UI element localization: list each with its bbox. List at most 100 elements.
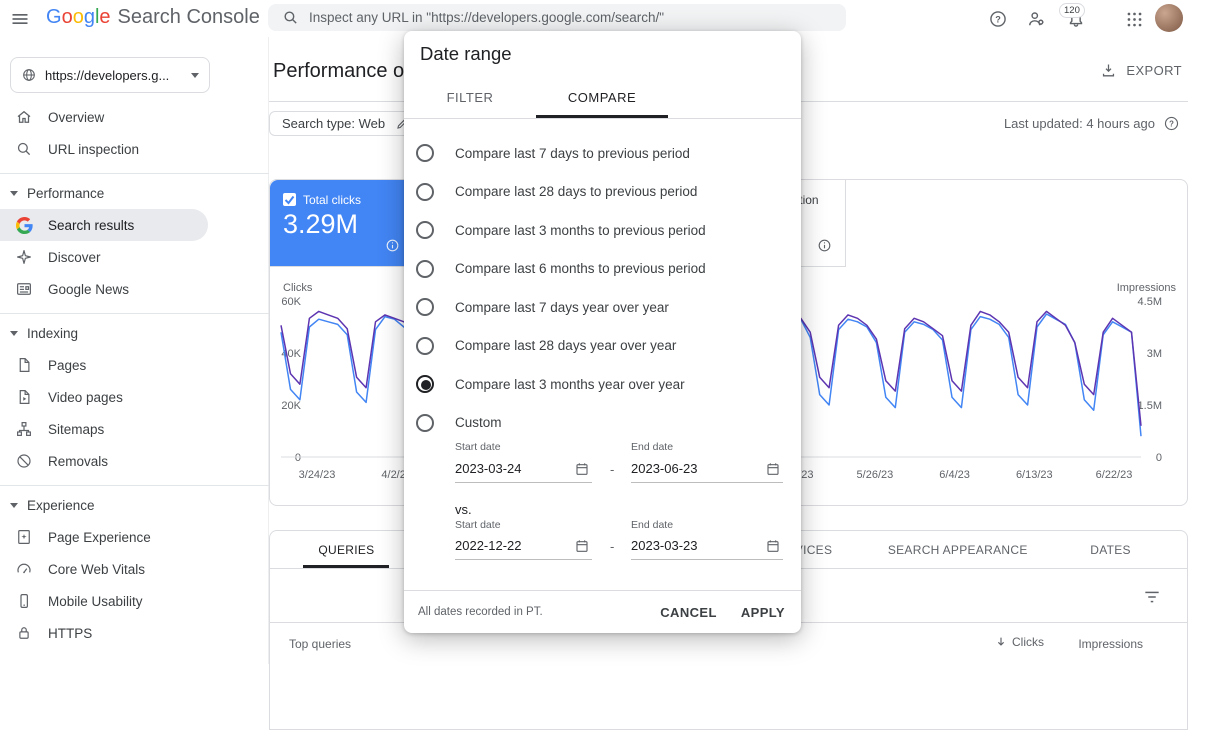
metric-card-total-clicks[interactable]: Total clicks 3.29M bbox=[270, 180, 414, 267]
export-button[interactable]: EXPORT bbox=[1100, 62, 1182, 79]
radio-icon[interactable] bbox=[416, 298, 434, 317]
chevron-down-icon bbox=[191, 72, 199, 78]
end-date-input[interactable]: 2023-06-23 bbox=[631, 457, 783, 483]
compare-option-5[interactable]: Compare last 28 days year over year bbox=[404, 327, 801, 366]
search-type-chip[interactable]: Search type: Web bbox=[269, 111, 424, 136]
divider bbox=[0, 173, 269, 174]
sidebar-item-label: Removals bbox=[48, 453, 109, 469]
range-separator: - bbox=[610, 539, 615, 554]
start-date-label: Start date bbox=[455, 441, 501, 453]
dialog-tab-compare[interactable]: COMPARE bbox=[536, 79, 668, 118]
calendar-icon[interactable] bbox=[574, 538, 590, 554]
calendar-icon[interactable] bbox=[574, 461, 590, 477]
column-header-impressions[interactable]: Impressions bbox=[1078, 637, 1143, 651]
user-settings-button[interactable] bbox=[1025, 8, 1047, 30]
section-experience[interactable]: Experience bbox=[0, 489, 269, 521]
sidebar-item-video-pages[interactable]: Video pages bbox=[0, 381, 269, 413]
checkbox-checked-icon[interactable] bbox=[283, 193, 296, 206]
globe-icon bbox=[23, 69, 35, 81]
right-tick: 3M bbox=[1147, 348, 1162, 360]
sitemap-icon bbox=[14, 419, 34, 439]
sidebar-item-discover[interactable]: Discover bbox=[0, 241, 269, 273]
google-g-icon bbox=[14, 215, 34, 235]
radio-selected-icon[interactable] bbox=[416, 375, 434, 394]
help-button[interactable]: ? bbox=[987, 8, 1009, 30]
filter-list-icon[interactable] bbox=[1142, 587, 1162, 607]
compare-end-date-input[interactable]: 2023-03-23 bbox=[631, 534, 783, 560]
radio-icon[interactable] bbox=[416, 144, 434, 163]
section-indexing[interactable]: Indexing bbox=[0, 317, 269, 349]
compare-option-2[interactable]: Compare last 3 months to previous period bbox=[404, 211, 801, 250]
start-date-input[interactable]: 2023-03-24 bbox=[455, 457, 592, 483]
sidebar-item-mobile-usability[interactable]: Mobile Usability bbox=[0, 585, 269, 617]
svg-text:?: ? bbox=[1169, 119, 1174, 128]
option-label: Custom bbox=[455, 415, 502, 431]
home-icon bbox=[14, 107, 34, 127]
sidebar-item-core-web-vitals[interactable]: Core Web Vitals bbox=[0, 553, 269, 585]
sidebar-item-sitemaps[interactable]: Sitemaps bbox=[0, 413, 269, 445]
sidebar-item-url-inspection[interactable]: URL inspection bbox=[0, 133, 269, 165]
tab-queries[interactable]: QUERIES bbox=[270, 531, 423, 568]
sidebar-item-https[interactable]: HTTPS bbox=[0, 617, 269, 649]
right-tick: 1.5M bbox=[1138, 400, 1162, 412]
sidebar-item-label: Mobile Usability bbox=[48, 593, 143, 609]
dialog-footer: All dates recorded in PT. CANCEL APPLY bbox=[404, 590, 801, 633]
left-tick: 40K bbox=[281, 348, 301, 360]
option-label: Compare last 3 months year over year bbox=[455, 376, 685, 392]
notification-badge: 120 bbox=[1059, 3, 1085, 18]
radio-icon[interactable] bbox=[416, 413, 434, 432]
dialog-tab-filter[interactable]: FILTER bbox=[446, 89, 494, 105]
topbar: Google Search Console ? 120 bbox=[0, 0, 1206, 37]
menu-button[interactable] bbox=[8, 7, 32, 31]
property-value: https://developers.g... bbox=[45, 67, 170, 83]
compare-option-6[interactable]: Compare last 3 months year over year bbox=[404, 365, 801, 404]
radio-icon[interactable] bbox=[416, 182, 434, 201]
column-header-clicks[interactable]: Clicks bbox=[994, 635, 1044, 649]
compare-option-1[interactable]: Compare last 28 days to previous period bbox=[404, 173, 801, 212]
right-axis-title: Impressions bbox=[1117, 282, 1177, 294]
compare-option-4[interactable]: Compare last 7 days year over year bbox=[404, 288, 801, 327]
user-settings-icon bbox=[1029, 12, 1044, 26]
apps-grid-button[interactable] bbox=[1123, 8, 1145, 30]
svg-text:?: ? bbox=[995, 14, 1001, 24]
property-selector[interactable]: https://developers.g... bbox=[10, 57, 210, 93]
compare-end-date-label: End date bbox=[631, 519, 674, 531]
apply-button[interactable]: APPLY bbox=[740, 604, 785, 620]
last-updated: Last updated: 4 hours ago ? bbox=[1004, 115, 1180, 132]
tab-search-appearance[interactable]: SEARCH APPEARANCE bbox=[887, 542, 1028, 557]
cancel-button[interactable]: CANCEL bbox=[660, 604, 717, 620]
sidebar-item-overview[interactable]: Overview bbox=[0, 101, 269, 133]
compare-option-7[interactable]: Custom bbox=[404, 404, 801, 443]
right-tick: 0 bbox=[1156, 452, 1162, 464]
radio-icon[interactable] bbox=[416, 259, 434, 278]
sidebar-item-removals[interactable]: Removals bbox=[0, 445, 269, 477]
sidebar-item-page-experience[interactable]: Page Experience bbox=[0, 521, 269, 553]
sidebar-item-label: HTTPS bbox=[48, 625, 93, 641]
option-label: Compare last 7 days to previous period bbox=[455, 145, 690, 161]
radio-icon[interactable] bbox=[416, 336, 434, 355]
tab-dates[interactable]: DATES bbox=[1090, 542, 1131, 557]
compare-option-0[interactable]: Compare last 7 days to previous period bbox=[404, 134, 801, 173]
x-tick: 3/24/23 bbox=[299, 469, 336, 481]
calendar-icon[interactable] bbox=[765, 538, 781, 554]
x-tick: 6/22/23 bbox=[1096, 469, 1133, 481]
sidebar-item-search-results[interactable]: Search results bbox=[0, 209, 208, 241]
radio-icon[interactable] bbox=[416, 221, 434, 240]
hamburger-icon bbox=[12, 14, 28, 24]
speedometer-icon bbox=[14, 559, 34, 579]
question-icon[interactable]: ? bbox=[1163, 115, 1180, 132]
left-tick: 20K bbox=[281, 400, 301, 412]
url-inspection-searchbar[interactable] bbox=[268, 4, 846, 31]
section-performance[interactable]: Performance bbox=[0, 177, 269, 209]
table-header-row: Top queries Clicks Impressions bbox=[270, 623, 1187, 669]
option-label: Compare last 3 months to previous period bbox=[455, 222, 706, 238]
compare-start-date-input[interactable]: 2022-12-22 bbox=[455, 534, 592, 560]
search-input[interactable] bbox=[309, 10, 832, 25]
compare-option-3[interactable]: Compare last 6 months to previous period bbox=[404, 250, 801, 289]
sidebar-item-pages[interactable]: Pages bbox=[0, 349, 269, 381]
sidebar-item-google-news[interactable]: Google News bbox=[0, 273, 269, 305]
x-tick: 6/4/23 bbox=[939, 469, 970, 481]
logo-product-name: Search Console bbox=[117, 6, 260, 28]
avatar[interactable] bbox=[1155, 4, 1183, 32]
calendar-icon[interactable] bbox=[765, 461, 781, 477]
